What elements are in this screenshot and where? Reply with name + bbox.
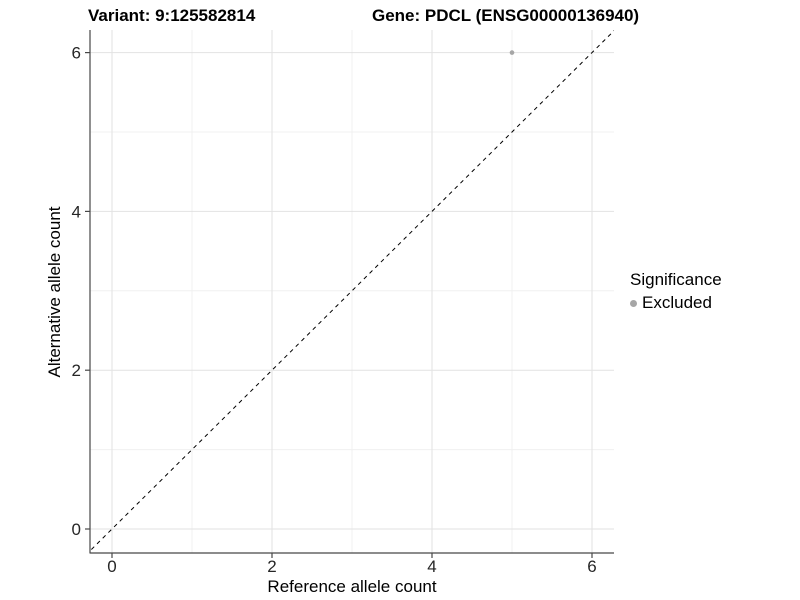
- legend-key-dot-icon: [630, 299, 637, 307]
- legend-item-excluded: Excluded: [630, 293, 722, 313]
- variant-title: Variant: 9:125582814: [88, 6, 256, 25]
- data-point: [509, 50, 515, 55]
- legend-item-label: Excluded: [642, 293, 712, 312]
- y-tick-label: 2: [72, 361, 81, 380]
- x-tick-label: 4: [427, 557, 436, 576]
- y-axis-title: Alternative allele count: [45, 206, 64, 378]
- y-tick-label: 4: [72, 202, 81, 221]
- x-tick-label: 6: [587, 557, 596, 576]
- legend: Significance Excluded: [630, 270, 722, 313]
- y-tick-label: 6: [72, 44, 81, 63]
- x-tick-label: 2: [267, 557, 276, 576]
- legend-title: Significance: [630, 270, 722, 289]
- y-tick-label: 0: [72, 520, 81, 539]
- x-axis-title: Reference allele count: [267, 577, 437, 596]
- x-tick-label: 0: [107, 557, 116, 576]
- gene-title: Gene: PDCL (ENSG00000136940): [372, 6, 640, 25]
